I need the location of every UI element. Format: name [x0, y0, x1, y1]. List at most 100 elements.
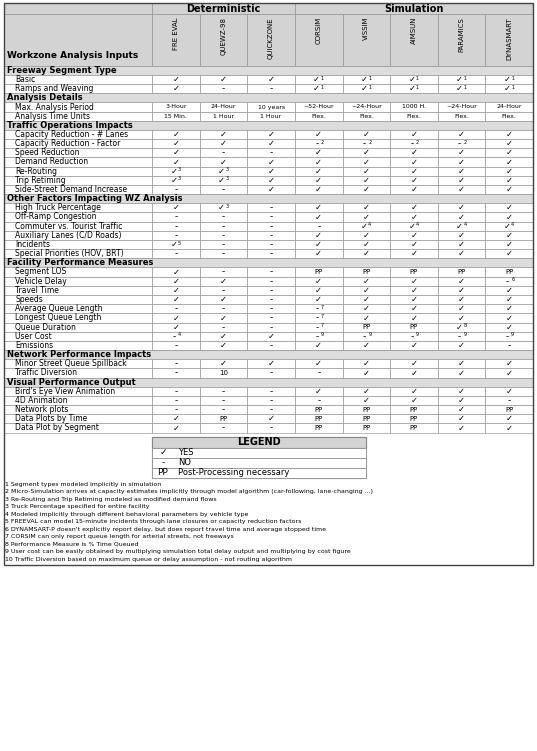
Text: ✓: ✓: [363, 148, 370, 157]
Bar: [200, 185, 247, 195]
Text: ✓: ✓: [363, 130, 370, 139]
Bar: [152, 139, 200, 148]
Text: ✓: ✓: [363, 396, 370, 405]
Text: ✓: ✓: [506, 167, 513, 176]
Text: Network Performance Impacts: Network Performance Impacts: [7, 350, 151, 359]
Bar: [4, 350, 533, 359]
Bar: [485, 332, 533, 341]
Bar: [152, 415, 200, 424]
Text: ✓: ✓: [315, 185, 322, 194]
Bar: [438, 323, 485, 332]
Text: -: -: [222, 185, 225, 194]
Bar: [4, 240, 152, 249]
Text: 4: 4: [368, 222, 372, 228]
Text: ✓: ✓: [506, 424, 513, 433]
Bar: [485, 267, 533, 276]
Bar: [295, 405, 343, 415]
Text: ✓: ✓: [458, 396, 465, 405]
Text: -: -: [270, 231, 273, 240]
Bar: [343, 102, 390, 112]
Text: ✓: ✓: [172, 158, 179, 167]
Bar: [247, 359, 295, 369]
Bar: [200, 130, 247, 139]
Bar: [200, 176, 247, 185]
Bar: [152, 387, 200, 396]
Text: -: -: [174, 369, 177, 378]
Bar: [4, 359, 152, 369]
Text: 3 Truck Percentage specified for entire facility: 3 Truck Percentage specified for entire …: [5, 504, 149, 509]
Bar: [485, 167, 533, 176]
Bar: [438, 405, 485, 415]
Text: -: -: [270, 148, 273, 157]
Text: ✓: ✓: [410, 130, 417, 139]
Bar: [4, 304, 152, 313]
Bar: [295, 424, 343, 433]
Text: 3: 3: [226, 167, 229, 172]
Text: ✓: ✓: [410, 167, 417, 176]
Bar: [485, 341, 533, 350]
Text: -: -: [270, 240, 273, 249]
Bar: [390, 139, 438, 148]
Text: ✓: ✓: [456, 84, 463, 93]
Bar: [200, 323, 247, 332]
Bar: [4, 222, 152, 231]
Text: ✓: ✓: [315, 158, 322, 167]
Text: ✓: ✓: [172, 130, 179, 139]
Bar: [247, 167, 295, 176]
Text: 2: 2: [368, 140, 372, 145]
Bar: [4, 276, 152, 286]
Text: 1: 1: [368, 76, 372, 80]
Text: ✓: ✓: [267, 332, 274, 341]
Text: -: -: [270, 295, 273, 304]
Text: ✓: ✓: [458, 369, 465, 378]
Bar: [4, 249, 152, 258]
Bar: [247, 387, 295, 396]
Bar: [295, 3, 533, 14]
Bar: [343, 323, 390, 332]
Bar: [4, 167, 152, 176]
Text: PP: PP: [158, 468, 169, 477]
Text: -: -: [315, 323, 318, 332]
Text: 24-Hour: 24-Hour: [211, 104, 236, 110]
Bar: [343, 176, 390, 185]
Text: PP: PP: [410, 324, 418, 330]
Text: -: -: [270, 424, 273, 433]
Text: Network plots: Network plots: [15, 405, 68, 414]
Text: ✓: ✓: [410, 341, 417, 350]
Bar: [390, 405, 438, 415]
Bar: [152, 457, 366, 468]
Text: -: -: [362, 139, 366, 148]
Bar: [485, 295, 533, 304]
Bar: [247, 405, 295, 415]
Bar: [438, 167, 485, 176]
Bar: [438, 222, 485, 231]
Bar: [4, 14, 152, 66]
Bar: [200, 148, 247, 158]
Bar: [4, 415, 152, 424]
Bar: [247, 204, 295, 213]
Text: ✓: ✓: [363, 359, 370, 368]
Text: Workzone Analysis Inputs: Workzone Analysis Inputs: [7, 51, 138, 60]
Text: ✓: ✓: [458, 313, 465, 322]
Text: -: -: [317, 369, 320, 378]
Text: -: -: [172, 332, 176, 341]
Bar: [343, 341, 390, 350]
Text: ✓: ✓: [220, 139, 227, 148]
Bar: [390, 240, 438, 249]
Bar: [200, 222, 247, 231]
Bar: [295, 341, 343, 350]
Text: -: -: [410, 139, 413, 148]
Text: -: -: [174, 213, 177, 222]
Text: ✓: ✓: [315, 359, 322, 368]
Bar: [390, 369, 438, 378]
Text: -: -: [270, 341, 273, 350]
Bar: [247, 341, 295, 350]
Bar: [343, 231, 390, 240]
Bar: [295, 148, 343, 158]
Bar: [295, 415, 343, 424]
Bar: [295, 332, 343, 341]
Bar: [247, 332, 295, 341]
Text: ✓: ✓: [313, 75, 320, 84]
Bar: [247, 148, 295, 158]
Bar: [4, 3, 152, 14]
